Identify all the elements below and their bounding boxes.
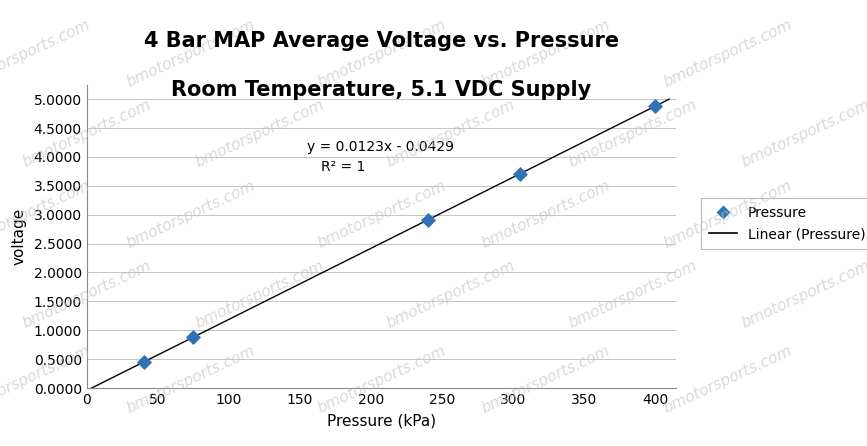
Text: bmotorsports.com: bmotorsports.com xyxy=(566,258,700,331)
Text: bmotorsports.com: bmotorsports.com xyxy=(124,343,257,416)
Text: 4 Bar MAP Average Voltage vs. Pressure: 4 Bar MAP Average Voltage vs. Pressure xyxy=(144,31,619,51)
Text: bmotorsports.com: bmotorsports.com xyxy=(124,178,257,251)
Text: bmotorsports.com: bmotorsports.com xyxy=(193,97,327,170)
Text: bmotorsports.com: bmotorsports.com xyxy=(479,178,613,251)
Text: bmotorsports.com: bmotorsports.com xyxy=(124,17,257,90)
Point xyxy=(420,216,434,223)
Text: bmotorsports.com: bmotorsports.com xyxy=(479,343,613,416)
Y-axis label: voltage: voltage xyxy=(11,208,27,265)
Text: bmotorsports.com: bmotorsports.com xyxy=(315,178,448,251)
Point xyxy=(137,359,151,366)
Text: bmotorsports.com: bmotorsports.com xyxy=(479,17,613,90)
Text: bmotorsports.com: bmotorsports.com xyxy=(740,97,867,170)
Text: bmotorsports.com: bmotorsports.com xyxy=(662,17,795,90)
Point xyxy=(186,334,200,341)
X-axis label: Pressure (kPa): Pressure (kPa) xyxy=(327,414,436,429)
Text: bmotorsports.com: bmotorsports.com xyxy=(315,343,448,416)
Text: bmotorsports.com: bmotorsports.com xyxy=(662,178,795,251)
Text: bmotorsports.com: bmotorsports.com xyxy=(20,97,153,170)
Text: bmotorsports.com: bmotorsports.com xyxy=(193,258,327,331)
Text: bmotorsports.com: bmotorsports.com xyxy=(0,343,93,416)
Text: y = 0.0123x - 0.0429: y = 0.0123x - 0.0429 xyxy=(307,140,454,154)
Point xyxy=(513,170,527,178)
Text: Room Temperature, 5.1 VDC Supply: Room Temperature, 5.1 VDC Supply xyxy=(172,80,591,100)
Text: R² = 1: R² = 1 xyxy=(321,161,366,174)
Text: bmotorsports.com: bmotorsports.com xyxy=(384,258,518,331)
Text: bmotorsports.com: bmotorsports.com xyxy=(0,178,93,251)
Text: bmotorsports.com: bmotorsports.com xyxy=(566,97,700,170)
Text: bmotorsports.com: bmotorsports.com xyxy=(740,258,867,331)
Text: bmotorsports.com: bmotorsports.com xyxy=(384,97,518,170)
Text: bmotorsports.com: bmotorsports.com xyxy=(0,17,93,90)
Text: bmotorsports.com: bmotorsports.com xyxy=(315,17,448,90)
Legend: Pressure, Linear (Pressure): Pressure, Linear (Pressure) xyxy=(701,198,867,249)
Point xyxy=(648,103,662,110)
Text: bmotorsports.com: bmotorsports.com xyxy=(20,258,153,331)
Text: bmotorsports.com: bmotorsports.com xyxy=(662,343,795,416)
